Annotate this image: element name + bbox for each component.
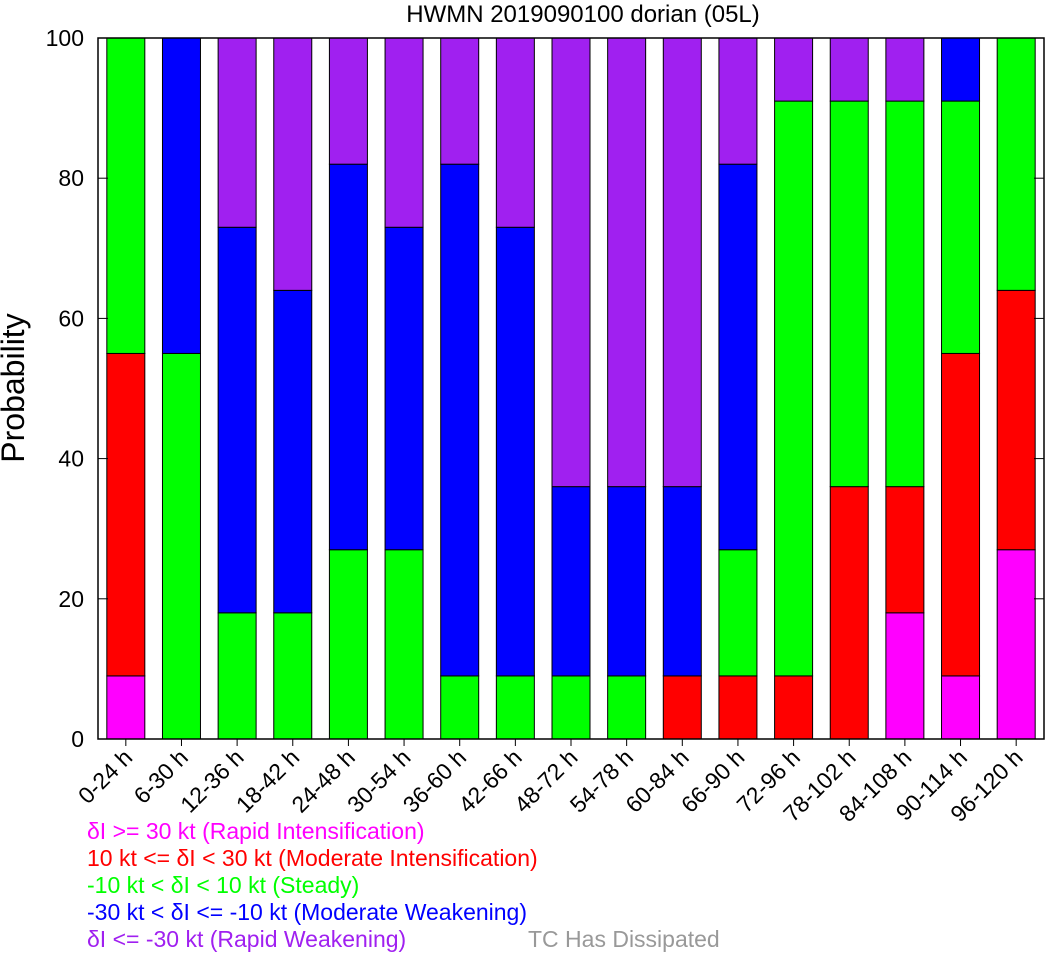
chart-title: HWMN 2019090100 dorian (05L) — [406, 1, 760, 28]
bar-segment-st-11 — [718, 549, 758, 677]
bar-segment-rw-6 — [440, 37, 480, 165]
bar-segment-mw-8 — [551, 486, 591, 677]
bar-segment-ri-0 — [106, 675, 146, 740]
bar-segment-mi-15 — [941, 352, 981, 677]
bar-segment-mi-16 — [996, 289, 1036, 551]
bar-segment-st-5 — [384, 549, 424, 740]
bar-segment-rw-5 — [384, 37, 424, 228]
bar-segment-rw-12 — [774, 37, 814, 102]
bar-segment-mi-0 — [106, 352, 146, 677]
bar-segment-mi-13 — [829, 486, 869, 740]
bar-segment-st-3 — [273, 612, 313, 740]
y-tick-label-40: 40 — [58, 446, 84, 472]
bar-segment-mi-14 — [885, 486, 925, 614]
legend-dissipated: TC Has Dissipated — [528, 926, 720, 952]
legend: δI >= 30 kt (Rapid Intensification) 10 k… — [87, 818, 538, 953]
bar-segment-mw-2 — [217, 226, 257, 614]
y-axis-label: Probability — [0, 313, 31, 462]
bar-segment-mi-12 — [774, 675, 814, 740]
bar-segment-ri-16 — [996, 549, 1036, 740]
bar-segment-st-0 — [106, 37, 146, 354]
bar-segment-mw-3 — [273, 289, 313, 614]
y-tick-label-100: 100 — [46, 25, 84, 51]
bar-segment-rw-10 — [662, 37, 702, 488]
legend-moderate-weakening: -30 kt < δI <= -10 kt (Moderate Weakenin… — [87, 899, 528, 925]
legend-steady: -10 kt < δI < 10 kt (Steady) — [87, 872, 360, 898]
y-tick-label-60: 60 — [58, 305, 84, 331]
bar-segment-st-13 — [829, 100, 869, 488]
bar-segment-mw-1 — [161, 37, 201, 354]
bar-segment-rw-11 — [718, 37, 758, 165]
bar-segment-st-7 — [495, 675, 535, 740]
y-tick-label-0: 0 — [71, 726, 84, 752]
bar-segment-st-1 — [161, 352, 201, 740]
bar-segment-mw-6 — [440, 163, 480, 677]
bar-segment-rw-9 — [607, 37, 647, 488]
bar-segment-ri-15 — [941, 675, 981, 740]
bar-segment-ri-14 — [885, 612, 925, 740]
legend-rapid-weakening: δI <= -30 kt (Rapid Weakening) — [87, 926, 407, 952]
bar-segment-mw-9 — [607, 486, 647, 677]
bar-segment-mi-11 — [718, 675, 758, 740]
bar-segment-st-4 — [328, 549, 368, 740]
bar-segment-st-12 — [774, 100, 814, 677]
legend-rapid-intensification: δI >= 30 kt (Rapid Intensification) — [87, 818, 425, 844]
plot-area: 0-24 h6-30 h12-36 h18-42 h24-48 h30-54 h… — [46, 25, 1045, 827]
bar-segment-rw-2 — [217, 37, 257, 228]
bar-segment-mw-7 — [495, 226, 535, 677]
bar-segment-st-9 — [607, 675, 647, 740]
bar-segment-rw-13 — [829, 37, 869, 102]
y-tick-label-20: 20 — [58, 586, 84, 612]
bar-segment-rw-7 — [495, 37, 535, 228]
x-tick-label-0: 0-24 h — [73, 744, 138, 809]
y-tick-label-80: 80 — [58, 165, 84, 191]
bar-segment-st-16 — [996, 37, 1036, 291]
bar-segment-st-8 — [551, 675, 591, 740]
bar-segment-mw-11 — [718, 163, 758, 551]
bar-segment-rw-8 — [551, 37, 591, 488]
bar-segment-st-6 — [440, 675, 480, 740]
bar-segment-mw-4 — [328, 163, 368, 551]
legend-moderate-intensification: 10 kt <= δI < 30 kt (Moderate Intensific… — [87, 845, 538, 871]
bar-segment-mw-5 — [384, 226, 424, 551]
bar-segment-mw-15 — [941, 37, 981, 102]
bar-segment-rw-4 — [328, 37, 368, 165]
bar-segment-st-15 — [941, 100, 981, 354]
bar-segment-mw-10 — [662, 486, 702, 677]
bar-segment-mi-10 — [662, 675, 702, 740]
plot-frame — [97, 37, 1045, 740]
bar-segment-st-14 — [885, 100, 925, 488]
bar-segment-rw-14 — [885, 37, 925, 102]
bar-segment-rw-3 — [273, 37, 313, 291]
bar-segment-st-2 — [217, 612, 257, 740]
